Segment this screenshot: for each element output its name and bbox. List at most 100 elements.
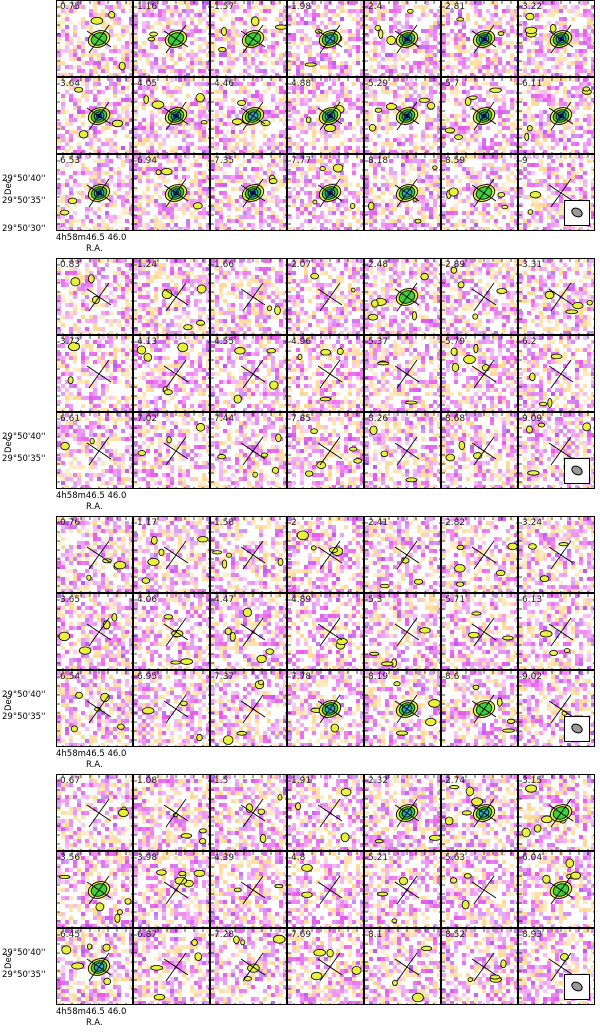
- noise-pixel: [482, 146, 486, 150]
- noise-pixel: [300, 37, 304, 41]
- noise-pixel: [462, 61, 466, 65]
- noise-pixel: [575, 94, 579, 98]
- noise-pixel: [527, 5, 531, 9]
- noise-pixel: [292, 33, 296, 37]
- channel-image: [211, 78, 286, 153]
- noise-pixel: [332, 65, 336, 69]
- noise-pixel: [502, 41, 506, 45]
- noise-pixel: [227, 130, 231, 134]
- noise-pixel: [365, 86, 369, 90]
- noise-pixel: [190, 134, 194, 138]
- noise-pixel: [360, 94, 363, 98]
- noise-pixel: [437, 183, 440, 187]
- noise-pixel: [109, 49, 113, 53]
- noise-pixel: [417, 37, 421, 41]
- noise-pixel: [296, 1, 300, 5]
- noise-pixel: [340, 183, 344, 187]
- noise-pixel: [239, 53, 243, 57]
- noise-pixel: [89, 134, 93, 138]
- noise-pixel: [308, 211, 312, 215]
- noise-pixel: [401, 134, 405, 138]
- noise-contour: [74, 86, 84, 93]
- noise-pixel: [442, 134, 446, 138]
- noise-pixel: [381, 167, 385, 171]
- noise-pixel: [506, 110, 510, 114]
- noise-pixel: [292, 199, 296, 203]
- channel-tile: 6.94: [133, 154, 210, 231]
- noise-pixel: [202, 199, 206, 203]
- noise-pixel: [308, 49, 312, 53]
- noise-pixel: [215, 146, 219, 150]
- noise-pixel: [328, 57, 332, 61]
- noise-pixel: [571, 142, 575, 146]
- noise-pixel: [377, 65, 381, 69]
- noise-pixel: [385, 126, 389, 130]
- noise-pixel: [267, 49, 271, 53]
- noise-pixel: [360, 138, 363, 142]
- noise-pixel: [271, 211, 275, 215]
- noise-pixel: [421, 61, 425, 65]
- noise-pixel: [340, 179, 344, 183]
- noise-pixel: [425, 82, 429, 86]
- noise-pixel: [425, 49, 429, 53]
- noise-pixel: [154, 134, 158, 138]
- noise-pixel: [514, 126, 517, 130]
- noise-pixel: [587, 69, 591, 73]
- noise-pixel: [385, 207, 389, 211]
- noise-pixel: [178, 1, 182, 5]
- noise-pixel: [117, 5, 121, 9]
- channel-image: [134, 155, 209, 230]
- noise-pixel: [543, 138, 547, 142]
- noise-pixel: [235, 207, 239, 211]
- noise-pixel: [93, 175, 97, 179]
- noise-pixel: [433, 183, 437, 187]
- noise-pixel: [61, 215, 65, 219]
- noise-pixel: [348, 49, 352, 53]
- noise-pixel: [275, 106, 279, 110]
- noise-pixel: [215, 211, 219, 215]
- noise-pixel: [352, 1, 356, 5]
- noise-pixel: [328, 65, 332, 69]
- noise-pixel: [279, 219, 283, 223]
- noise-pixel: [454, 65, 458, 69]
- noise-pixel: [571, 41, 575, 45]
- noise-pixel: [389, 199, 393, 203]
- noise-pixel: [393, 57, 397, 61]
- noise-pixel: [474, 53, 478, 57]
- position-cross: [317, 30, 343, 48]
- noise-pixel: [340, 171, 344, 175]
- noise-pixel: [73, 106, 77, 110]
- noise-pixel: [490, 49, 494, 53]
- noise-pixel: [450, 69, 454, 73]
- noise-pixel: [174, 61, 178, 65]
- noise-pixel: [340, 191, 344, 195]
- noise-pixel: [381, 5, 385, 9]
- noise-pixel: [93, 53, 97, 57]
- noise-pixel: [446, 17, 450, 21]
- noise-pixel: [219, 61, 223, 65]
- noise-pixel: [202, 187, 206, 191]
- noise-pixel: [393, 53, 397, 57]
- noise-pixel: [174, 215, 178, 219]
- noise-pixel: [519, 73, 523, 76]
- noise-pixel: [89, 53, 93, 57]
- noise-pixel: [373, 155, 377, 159]
- noise-pixel: [356, 122, 360, 126]
- noise-pixel: [77, 41, 81, 45]
- noise-pixel: [316, 94, 320, 98]
- noise-pixel: [413, 82, 417, 86]
- noise-pixel: [190, 102, 194, 106]
- noise-pixel: [288, 102, 292, 106]
- noise-pixel: [202, 207, 206, 211]
- noise-pixel: [393, 1, 397, 5]
- noise-pixel: [61, 195, 65, 199]
- noise-pixel: [348, 9, 352, 13]
- noise-pixel: [312, 21, 316, 25]
- noise-pixel: [559, 98, 563, 102]
- noise-pixel: [129, 65, 132, 69]
- noise-pixel: [146, 1, 150, 5]
- noise-pixel: [401, 65, 405, 69]
- noise-pixel: [142, 25, 146, 29]
- noise-pixel: [369, 118, 373, 122]
- noise-pixel: [296, 195, 300, 199]
